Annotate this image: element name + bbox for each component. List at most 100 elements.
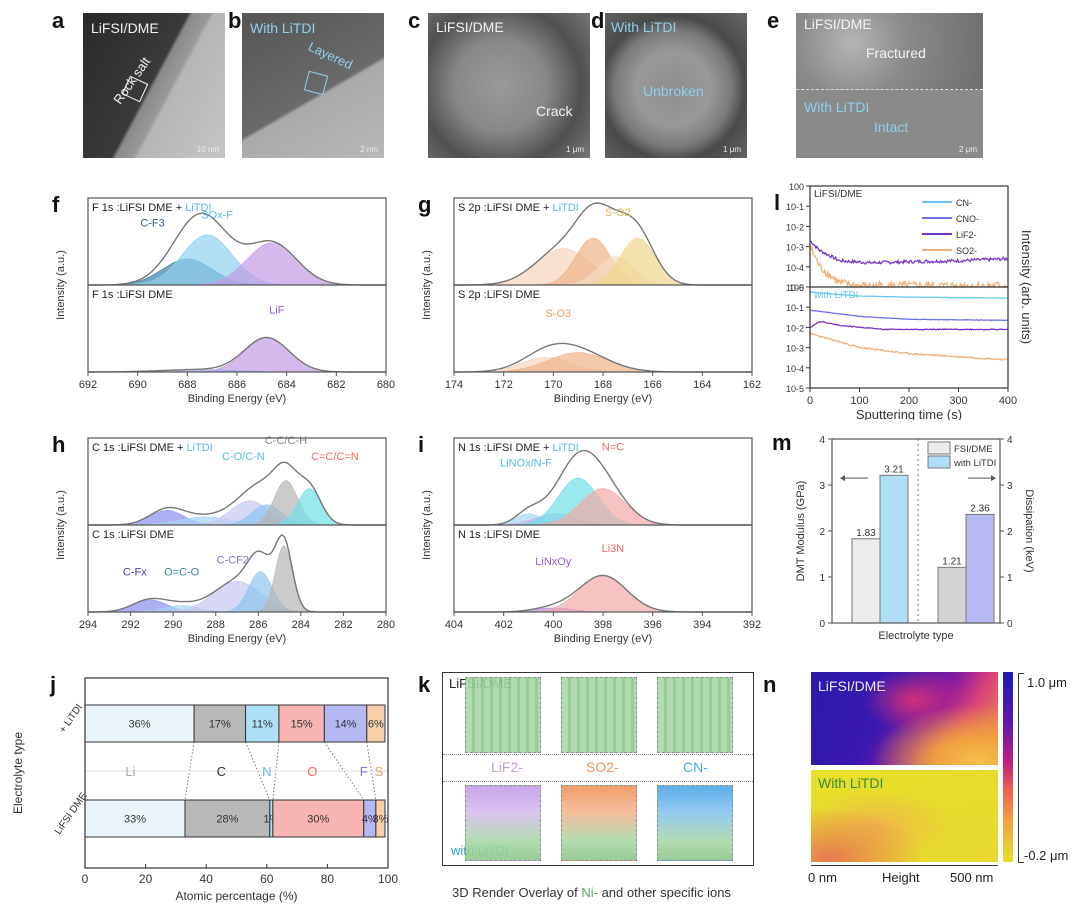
sem-image-e: LiFSI/DME Fractured With LiTDI Intact 2 … [796, 13, 983, 158]
sem-image-d: With LiTDI Unbroken 1 μm [605, 13, 747, 158]
title-text: C 1s :LiFSI DME [92, 529, 174, 541]
legend-label: CNO- [956, 214, 979, 224]
y-tick-label-left: 4 [819, 435, 825, 446]
scale-bar-b: 2 nm [360, 145, 378, 154]
y-tick-label: 10-1 [786, 303, 804, 313]
segment-label: 3% [372, 814, 388, 826]
y-tick-label: 100 [789, 182, 804, 192]
y-tick-label-right: 4 [1007, 435, 1013, 446]
colorbar [1003, 672, 1013, 862]
tem-image-a: LiFSI/DME Rock salt 10 nm [83, 13, 225, 158]
top-title: C 1s :LiFSI DME + LiTDI [92, 442, 213, 454]
x-tick-label: 172 [494, 379, 512, 391]
x-tick-label: 402 [494, 619, 512, 631]
roi-box [303, 70, 329, 96]
series-so2 [809, 244, 1009, 290]
envelope-curve [88, 212, 386, 286]
image-e-title-top: LiFSI/DME [804, 16, 872, 32]
afm-top-label: LiFSI/DME [818, 678, 886, 694]
x-tick-label: 164 [693, 379, 711, 391]
bar-withlitdi [879, 474, 909, 624]
y-tick-label: 10-2 [786, 323, 804, 333]
element-label-o: O [307, 764, 317, 779]
x-tick-label: 162 [743, 379, 761, 391]
panel-label-d: d [591, 8, 605, 33]
y-axis-label: Intensity (arb. units) [1019, 230, 1034, 344]
x-axis-label: Binding Energy (eV) [554, 633, 652, 645]
panel-label-i: i [418, 432, 425, 457]
afm-x-axis [811, 865, 998, 866]
peak-label: N=C [602, 441, 624, 453]
arrow-right-head [991, 475, 996, 482]
segment-label: 14% [335, 719, 357, 731]
x-tick-label: 100 [850, 395, 868, 407]
peak-d [454, 488, 752, 526]
element-label-n: N [262, 764, 271, 779]
cube-with-litdi-lif2 [465, 785, 541, 861]
top-title: S 2p :LiFSI DME + LiTDI [458, 202, 579, 214]
series-cno [810, 309, 1008, 322]
cube-lifsi-dme [465, 677, 541, 753]
envelope-curve [88, 461, 386, 526]
image-e-annotation-top: Fractured [866, 45, 926, 61]
series-cn [810, 291, 1009, 299]
panel-label-k: k [418, 672, 431, 697]
y-tick-label-right: 3 [1007, 481, 1013, 492]
plot-frame [831, 438, 1001, 624]
afm-map-bottom: With LiTDI [811, 770, 998, 862]
x-tick-label: 60 [260, 872, 274, 886]
y-axis-label: Intensity (a.u.) [55, 490, 67, 560]
top-title: LiFSI/DME [814, 189, 863, 200]
panel-label-l: l [774, 190, 781, 215]
x-tick-label: 680 [377, 379, 395, 391]
x-axis-label: Binding Energy (eV) [188, 633, 286, 645]
panel-label-n: n [763, 672, 777, 697]
segment-label: 33% [124, 814, 146, 826]
segment-label: 6% [368, 719, 384, 731]
caption-highlight: Ni- [581, 885, 598, 900]
xps-chart-h: Intensity (a.u.)C 1s :LiFSI DME + LiTDIC… [55, 435, 395, 645]
x-tick-label: 688 [178, 379, 196, 391]
legend-label: LiF2- [956, 230, 977, 240]
divider-bottom [443, 781, 753, 782]
sem-image-c: LiFSI/DME Crack 1 μm [428, 13, 590, 158]
x-tick-label: 300 [949, 395, 967, 407]
peak-co [88, 500, 386, 526]
ion-label-so2: SO2- [586, 759, 619, 775]
panel-label-g: g [418, 192, 432, 217]
x-tick-label: 20 [139, 872, 153, 886]
title-text: F 1s :LiFSI DME + [92, 202, 185, 214]
segment-n [245, 704, 280, 743]
title-highlight: LiTDI [186, 442, 212, 454]
y-tick-label: 10-5 [786, 384, 804, 394]
x-axis-label: Electrolyte type [878, 630, 953, 642]
cube-with-litdi-cn [657, 785, 733, 861]
bottom-title: with LiTDI [813, 290, 858, 301]
caption-prefix: 3D Render Overlay of [452, 885, 582, 900]
bar-withlitdi [965, 513, 995, 624]
divider-top [443, 754, 753, 755]
peak-label: C-Fx [123, 567, 147, 579]
panel-label-c: c [408, 8, 421, 33]
tof-sims-chart-l: 100 10-1 10-2 10-3 10-4 10-5 LiFSI/DME 100 10-1 1… [786, 182, 1034, 420]
x-tick-label: 0 [807, 395, 813, 407]
y-tick-label: 100 [789, 283, 804, 293]
x-tick-label: 684 [277, 379, 295, 391]
title-text: C 1s :LiFSI DME + [92, 442, 186, 454]
segment-label: 4% [362, 814, 378, 826]
ion-label-cn: CN- [683, 759, 708, 775]
title-text: N 1s :LiFSI DME [458, 529, 540, 541]
top-title: F 1s :LiFSI DME + LiTDI [92, 202, 212, 214]
segment-li [84, 799, 186, 838]
row-label: + LiTDI [57, 702, 85, 735]
bottom-title: F 1s :LiFSI DME [92, 289, 173, 301]
x-tick-label: 400 [999, 395, 1017, 407]
y-tick-label: 10-4 [786, 364, 804, 374]
y-tick-label: 10-2 [786, 222, 804, 232]
peak-label: C-C/C-H [265, 435, 307, 447]
peak-lif [88, 337, 386, 373]
segment-f [323, 704, 368, 743]
x-tick-label: 290 [164, 619, 182, 631]
x-tick-label: 200 [900, 395, 918, 407]
